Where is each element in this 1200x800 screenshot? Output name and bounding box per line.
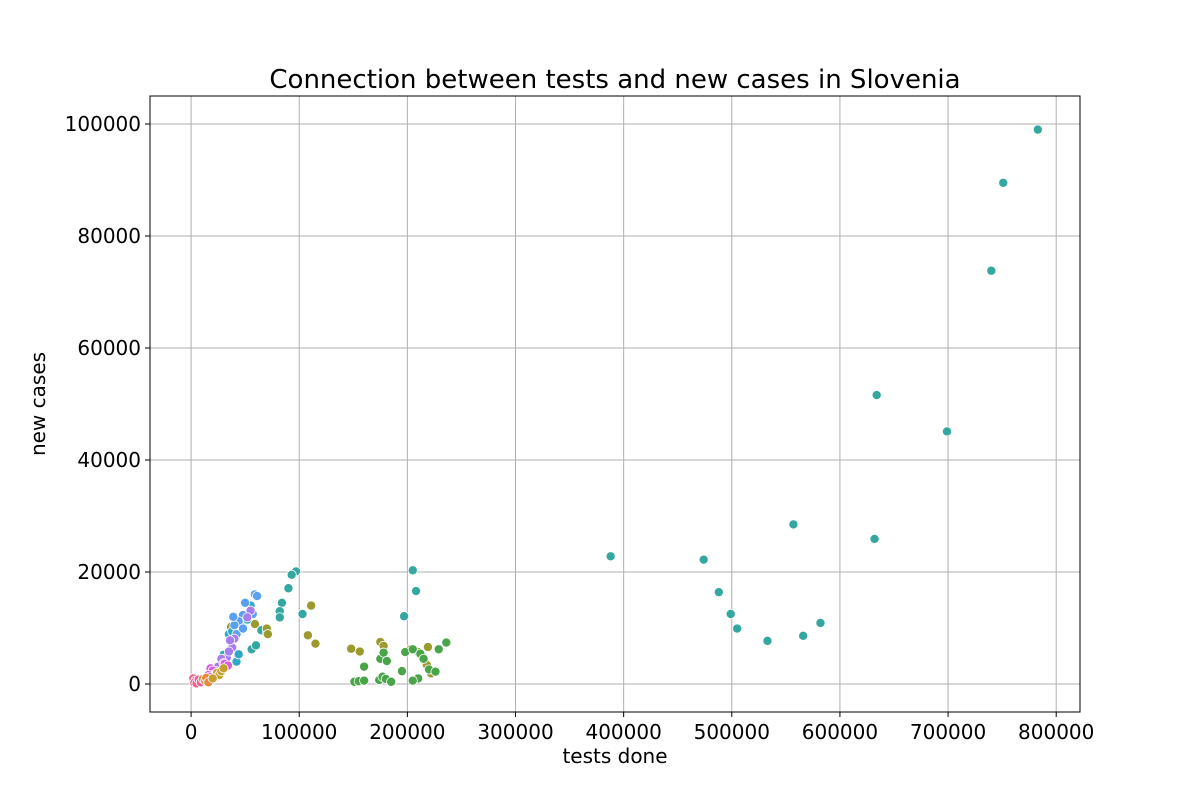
data-point [798,630,809,641]
data-point [1032,124,1043,135]
data-point [418,653,429,664]
y-tick-label: 100000 [65,112,141,136]
data-point [986,265,997,276]
data-point [252,591,263,602]
data-point [354,646,365,657]
data-point [297,609,308,620]
data-point [381,656,392,667]
data-point [306,600,317,611]
data-point [223,646,234,657]
data-point [698,554,709,565]
data-point [276,597,287,608]
data-point [407,644,418,655]
x-axis-ticks: 0 100000 200000 300000 400000 500000 600000 700… [185,712,1094,744]
data-point [229,620,240,631]
y-axis-label: new cases [26,352,50,456]
data-point [815,617,826,628]
y-tick-label: 0 [128,672,141,696]
x-tick-label: 200000 [369,720,445,744]
x-axis-label: tests done [562,744,667,768]
x-tick-label: 0 [185,720,198,744]
data-point [433,644,444,655]
data-point [399,611,410,622]
data-point [430,666,441,677]
data-point [207,673,218,684]
x-tick-label: 300000 [477,720,553,744]
data-point [237,623,248,634]
grid [150,96,1080,712]
data-point [240,597,251,608]
data-point [233,649,244,660]
data-point [396,666,407,677]
data-point [998,177,1009,188]
y-tick-label: 40000 [77,448,141,472]
y-tick-label: 80000 [77,224,141,248]
data-point [422,642,433,653]
data-point [228,611,239,622]
data-point [411,586,422,597]
x-tick-label: 400000 [585,720,661,744]
data-point [605,551,616,562]
data-point [869,533,880,544]
data-point [250,640,261,651]
data-point [286,569,297,580]
x-tick-label: 700000 [910,720,986,744]
x-tick-label: 100000 [261,720,337,744]
y-axis-ticks: 0 20000 40000 60000 80000 100000 [65,112,150,696]
data-point [762,635,773,646]
data-point [242,612,253,623]
data-point [725,609,736,620]
data-point [871,390,882,401]
data-point [713,587,724,598]
data-point [732,623,743,634]
x-tick-label: 500000 [694,720,770,744]
data-point [941,426,952,437]
data-point [310,638,321,649]
x-tick-label: 800000 [1018,720,1094,744]
data-point [378,647,389,658]
data-point [359,661,370,672]
data-points [188,124,1043,689]
chart-title: Connection between tests and new cases i… [269,65,960,95]
data-point [359,675,370,686]
x-tick-label: 600000 [802,720,878,744]
y-tick-label: 60000 [77,336,141,360]
data-point [274,612,285,623]
data-point [225,635,236,646]
data-point [441,637,452,648]
y-tick-label: 20000 [77,560,141,584]
plot-frame [149,95,1081,713]
data-point [407,675,418,686]
data-point [249,619,260,630]
data-point [407,565,418,576]
data-point [386,676,397,687]
data-point [283,583,294,594]
data-point [788,519,799,530]
data-point [218,663,229,674]
data-point [346,643,357,654]
data-point [262,629,273,640]
data-point [302,630,313,641]
